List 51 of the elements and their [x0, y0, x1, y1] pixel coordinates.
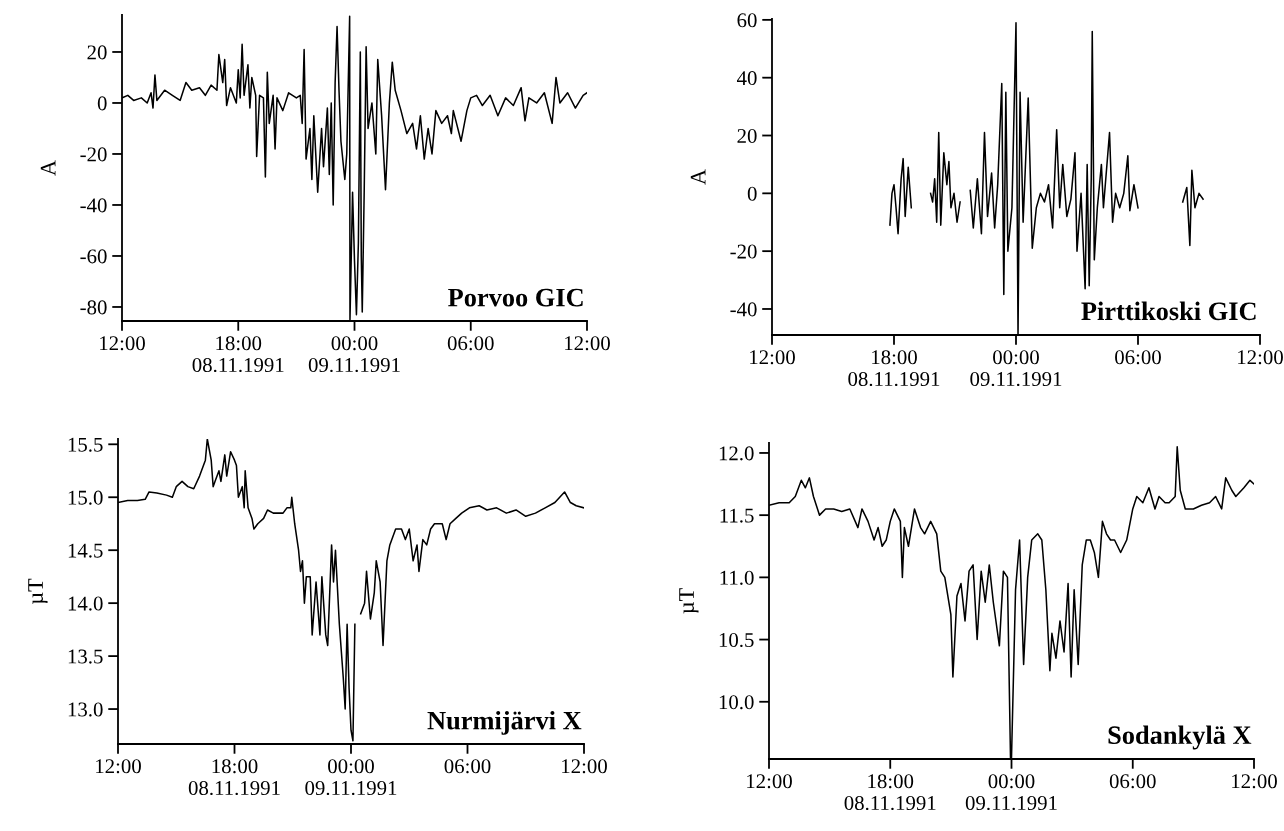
y-tick-label: -80 — [80, 300, 107, 315]
x-tick-label: 00:00 09.11.1991 — [965, 774, 1057, 811]
x-tick-label: 12:00 — [750, 350, 795, 365]
x-tick-label: 00:00 09.11.1991 — [970, 350, 1062, 387]
text: Porvoo GIC — [448, 288, 583, 307]
y-tick-label: 10.5 — [719, 632, 754, 648]
y-tick-label: 12.0 — [719, 446, 754, 461]
y-tick-label: 11.5 — [720, 508, 754, 523]
x-tick-label: 12:00 — [1232, 774, 1277, 789]
y-tick-label: 14.5 — [68, 543, 103, 558]
x-tick-label: 12:00 — [565, 336, 610, 351]
x-tick-label: 06:00 — [1109, 774, 1156, 789]
x-tick-label: 06:00 — [447, 336, 494, 351]
x-tick-label: 00:00 09.11.1991 — [308, 336, 400, 373]
y-axis-title: µT — [28, 578, 48, 604]
y-tick-label: 10.0 — [719, 695, 754, 710]
y-tick-label: 13.0 — [68, 702, 103, 717]
y-tick-label: 13.5 — [68, 649, 103, 664]
y-tick-label: -60 — [80, 249, 107, 264]
text: Pirttikoski GIC — [1081, 301, 1256, 321]
y-tick-label: 15.0 — [68, 490, 103, 505]
y-tick-label: -20 — [80, 147, 107, 162]
y-tick-label: -40 — [730, 302, 757, 317]
y-tick-label: 15.5 — [68, 437, 103, 452]
x-tick-label: 00:00 09.11.1991 — [305, 759, 397, 796]
y-tick-label: 20 — [737, 128, 757, 143]
x-tick-label: 12:00 — [100, 336, 145, 351]
x-tick-label: 18:00 08.11.1991 — [848, 350, 940, 387]
y-tick-label: 40 — [736, 71, 757, 86]
y-axis-title: A — [690, 169, 706, 185]
x-tick-label: 12:00 — [562, 759, 607, 774]
y-tick-label: 0 — [97, 96, 107, 111]
x-tick-label: 12:00 — [96, 759, 141, 774]
text: Nurmijärvi X — [427, 710, 582, 735]
y-tick-label: -20 — [730, 244, 757, 259]
x-tick-label: 06:00 — [1115, 350, 1161, 365]
x-tick-label: 18:00 08.11.1991 — [192, 336, 284, 373]
y-tick-label: 0 — [747, 186, 757, 201]
y-tick-label: 60 — [737, 13, 757, 28]
y-axis-title: A — [40, 160, 56, 176]
y-tick-label: -40 — [80, 198, 107, 213]
x-tick-label: 12:00 — [1238, 350, 1283, 365]
y-tick-label: 20 — [87, 45, 107, 60]
y-axis-title: µT — [679, 588, 699, 614]
y-tick-label: 14.0 — [68, 596, 103, 611]
y-tick-label: 11.0 — [720, 570, 754, 585]
x-tick-label: 18:00 08.11.1991 — [844, 774, 936, 811]
x-tick-label: 12:00 — [747, 774, 792, 789]
text: Sodankylä X — [1108, 725, 1252, 750]
x-tick-label: 18:00 08.11.1991 — [188, 759, 280, 796]
x-tick-label: 06:00 — [444, 759, 491, 774]
